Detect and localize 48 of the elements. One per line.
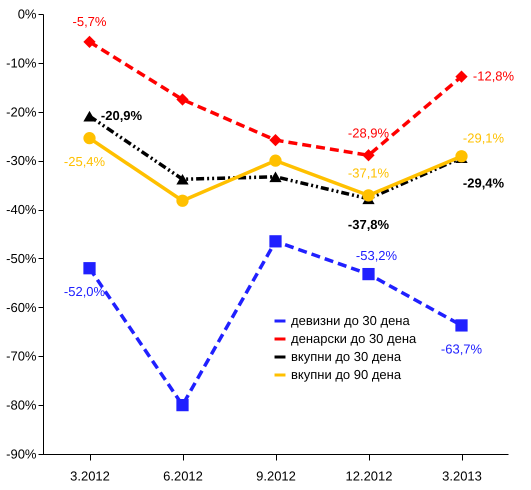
data-label: -53,2% (356, 248, 398, 264)
data-label: -25,4% (64, 154, 106, 170)
point (176, 93, 189, 106)
legend-label: вкупни до 30 дена (291, 349, 402, 364)
x-tick-label: 3.2013 (442, 468, 482, 484)
y-tick-label: -50% (6, 250, 37, 266)
x-tick-label: 6.2012 (163, 468, 203, 484)
legend-label: денарски до 30 дена (291, 331, 418, 346)
data-label: -28,9% (348, 125, 390, 140)
x-tick-label: 9.2012 (256, 468, 296, 484)
y-tick-label: -70% (6, 348, 37, 364)
point (83, 262, 96, 274)
y-tick-label: -20% (6, 104, 37, 120)
data-label: -52,0% (64, 284, 106, 300)
data-label: -29,4% (462, 176, 505, 191)
data-label: -37,8% (348, 216, 390, 232)
y-tick-label: -40% (6, 202, 37, 218)
point (455, 70, 468, 83)
legend-label: вкупни до 90 дена (291, 367, 402, 382)
x-tick-label: 3.2012 (70, 468, 110, 484)
y-tick-label: -60% (6, 300, 37, 315)
point (269, 134, 282, 146)
point (455, 319, 468, 332)
y-tick-label: -80% (6, 398, 37, 413)
point (269, 171, 282, 182)
data-label: -12,8% (472, 68, 515, 84)
point (83, 132, 96, 144)
point (83, 36, 96, 48)
y-tick-label: -90% (6, 446, 37, 462)
legend-label: девизни до 30 дена (291, 313, 410, 328)
point (83, 110, 96, 122)
data-label: -5,7% (72, 14, 107, 29)
point (362, 268, 375, 280)
data-label: -63,7% (440, 341, 483, 356)
point (176, 194, 189, 207)
y-tick-label: -10% (6, 55, 37, 70)
data-label: -37,1% (348, 165, 390, 180)
y-tick-label: -30% (6, 153, 37, 168)
point (269, 235, 282, 248)
y-tick-label: 0% (18, 6, 37, 22)
data-label: -20,9% (100, 108, 143, 124)
point (176, 174, 189, 185)
x-tick-label: 12.2012 (346, 468, 392, 484)
point (362, 149, 375, 162)
point (362, 189, 375, 202)
point (269, 154, 282, 167)
data-label: -29,1% (462, 130, 505, 146)
point (176, 398, 189, 412)
